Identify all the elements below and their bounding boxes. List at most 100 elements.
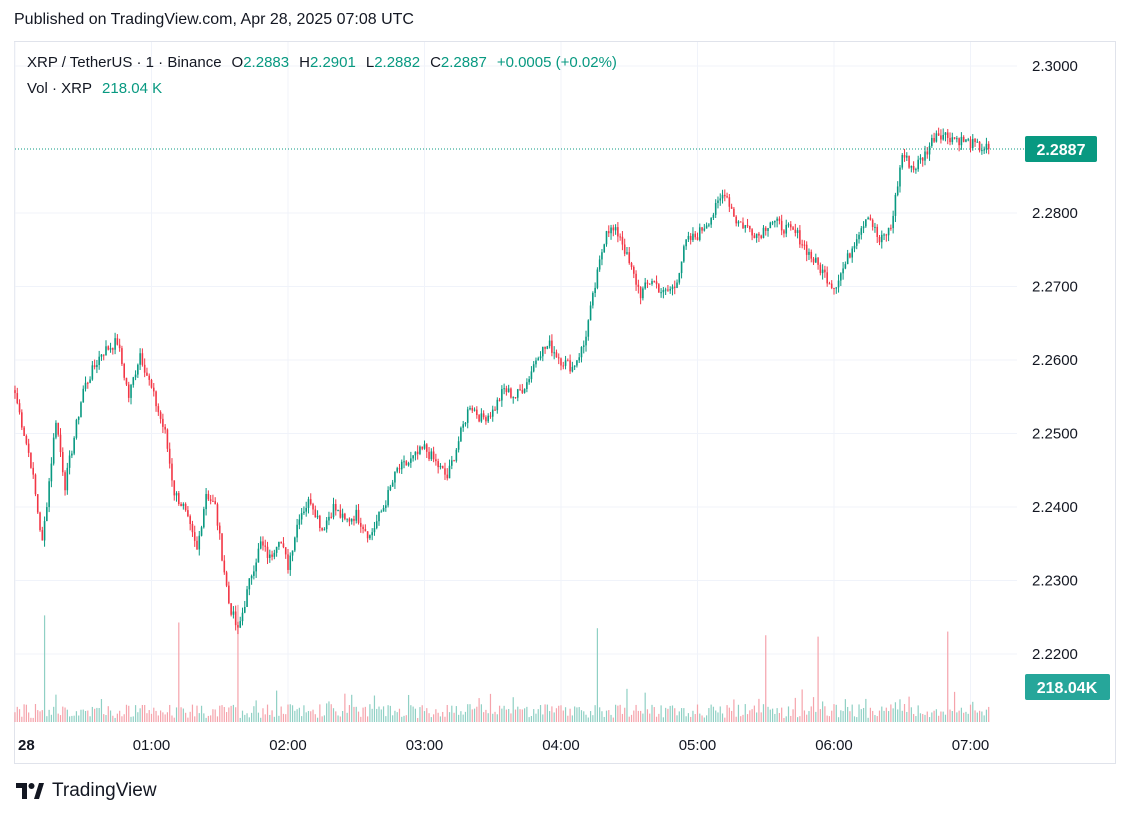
- candle-body: [73, 437, 75, 454]
- volume-bar: [767, 706, 769, 722]
- volume-bar: [310, 711, 312, 722]
- candle-body: [771, 222, 774, 224]
- volume-bar: [888, 711, 890, 722]
- candle-body: [507, 388, 510, 393]
- candle-body: [642, 288, 644, 299]
- candle-body: [705, 225, 708, 229]
- volume-bar: [555, 708, 558, 722]
- candle-body: [660, 292, 662, 294]
- candle-body: [644, 282, 646, 289]
- volume-bar: [678, 711, 680, 722]
- candle-body: [330, 516, 333, 518]
- volume-bar: [781, 707, 783, 722]
- volume-bar: [155, 710, 157, 722]
- candle-body: [332, 503, 335, 518]
- volume-bar: [276, 690, 278, 722]
- volume-bar: [148, 710, 150, 722]
- candle-body: [109, 348, 112, 350]
- candle-body: [118, 344, 121, 349]
- tradingview-brand[interactable]: TradingView: [16, 780, 157, 802]
- candle-body: [605, 231, 608, 245]
- candle-body: [701, 227, 703, 231]
- volume-bar: [476, 706, 478, 722]
- candle-body: [596, 269, 599, 288]
- candle-body: [478, 415, 480, 422]
- candle-body: [890, 227, 892, 229]
- volume-bar: [894, 702, 897, 722]
- volume-bar: [414, 708, 416, 722]
- volume-bar: [251, 712, 253, 722]
- candle-body: [810, 251, 813, 259]
- volume-bar: [751, 709, 753, 722]
- candle-body: [223, 560, 226, 573]
- candle-body: [708, 224, 710, 226]
- volume-bar: [890, 704, 892, 722]
- volume-bar: [642, 713, 644, 722]
- volume-bar: [599, 707, 601, 722]
- volume-bar: [367, 716, 369, 722]
- volume-bar: [123, 714, 125, 722]
- volume-bar: [50, 714, 52, 722]
- candle-body: [840, 273, 842, 281]
- volume-bar: [774, 713, 776, 722]
- candle-body: [221, 533, 223, 561]
- volume-bar: [981, 711, 983, 722]
- candle-body: [871, 219, 874, 227]
- volume-bar: [285, 714, 287, 722]
- volume-bar: [134, 705, 137, 722]
- volume-bar: [851, 704, 853, 722]
- volume-bar: [403, 715, 405, 722]
- volume-bar: [232, 704, 234, 722]
- volume-bar: [435, 709, 437, 722]
- volume-bar: [865, 698, 867, 722]
- candle-body: [18, 403, 21, 413]
- candle-body: [539, 356, 542, 359]
- volume-bar: [116, 713, 118, 722]
- candle-body: [553, 352, 555, 354]
- candle-body: [935, 133, 938, 142]
- candle-body: [193, 532, 196, 541]
- volume-bar: [380, 709, 382, 722]
- volume-bar: [958, 710, 960, 722]
- candle-body: [978, 141, 981, 151]
- candle-body: [576, 360, 578, 366]
- volume-bar: [485, 709, 487, 722]
- volume-label[interactable]: Vol · XRP: [27, 80, 93, 97]
- volume-bar: [662, 717, 664, 722]
- candle-body: [41, 530, 44, 541]
- volume-bar: [758, 698, 760, 722]
- candle-body: [685, 239, 687, 247]
- candle-body: [164, 426, 166, 430]
- volume-bar: [949, 709, 951, 722]
- volume-bar: [94, 708, 96, 722]
- volume-bar: [874, 715, 876, 722]
- candle-body: [46, 507, 48, 522]
- volume-bar: [856, 717, 858, 722]
- candle-body: [962, 136, 965, 142]
- candle-body: [619, 236, 621, 238]
- volume-bar: [867, 717, 869, 722]
- candle-body: [867, 217, 869, 220]
- candle-body: [130, 384, 132, 398]
- candle-body: [651, 281, 653, 285]
- volume-bar: [847, 706, 849, 722]
- volume-bar: [139, 708, 141, 722]
- candle-body: [694, 233, 697, 238]
- volume-bar: [637, 710, 639, 722]
- candle-body: [398, 468, 401, 470]
- candle-body: [316, 515, 319, 518]
- volume-bar: [801, 689, 803, 722]
- volume-bar: [253, 706, 255, 722]
- candle-body: [946, 132, 949, 138]
- candle-body: [455, 449, 458, 461]
- candle-body: [139, 353, 141, 365]
- volume-bar: [84, 710, 87, 722]
- volume-bar: [392, 715, 394, 722]
- candle-body: [25, 435, 28, 444]
- y-tick-label: 2.2300: [1032, 573, 1078, 590]
- symbol-label[interactable]: XRP / TetherUS · 1 · Binance: [27, 54, 222, 71]
- candle-body: [269, 554, 271, 558]
- volume-bar: [107, 706, 109, 722]
- candle-body: [844, 264, 847, 269]
